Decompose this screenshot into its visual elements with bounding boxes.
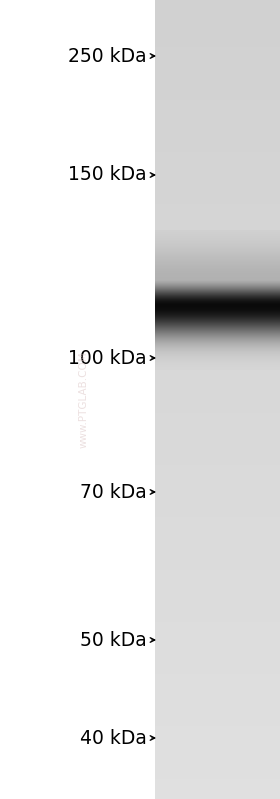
Text: www.PTGLAB.COM: www.PTGLAB.COM [79, 352, 89, 447]
Text: 250 kDa: 250 kDa [68, 46, 147, 66]
Text: 150 kDa: 150 kDa [68, 165, 147, 185]
Text: 40 kDa: 40 kDa [80, 729, 147, 748]
Text: 50 kDa: 50 kDa [80, 630, 147, 650]
Text: 70 kDa: 70 kDa [80, 483, 147, 502]
Text: 100 kDa: 100 kDa [68, 348, 147, 368]
